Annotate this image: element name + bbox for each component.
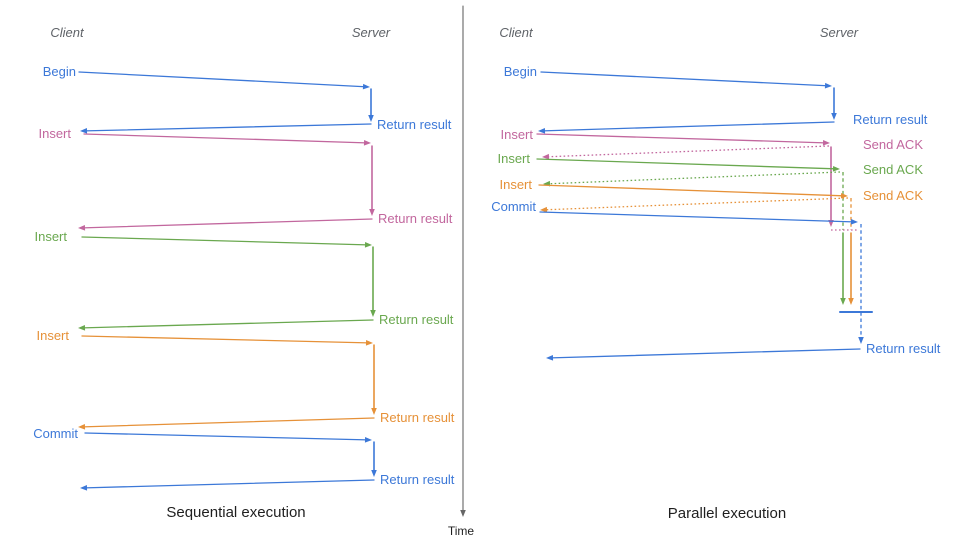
seq-insert2-request — [81, 236, 368, 246]
seq-begin-request — [78, 71, 366, 88]
par-insert1-request-arrowhead-icon — [822, 139, 830, 146]
seq-label-insert-2: Insert — [34, 229, 67, 244]
seq-commit-response — [84, 479, 375, 489]
seq-label-return-insert1: Return result — [378, 211, 453, 226]
seq-begin-response-arrowhead-icon — [80, 128, 88, 134]
par-label-ack-2: Send ACK — [863, 162, 923, 177]
par-insert1-ack — [546, 145, 830, 158]
seq-label-insert-3: Insert — [36, 328, 69, 343]
seq-begin-process-arrowhead-icon — [368, 115, 374, 122]
par-final-response-arrowhead-icon — [546, 355, 554, 361]
seq-label-return-insert2: Return result — [379, 312, 454, 327]
seq-commit-request — [84, 432, 368, 441]
par-insert2-ack — [547, 171, 841, 185]
seq-insert1-request — [83, 133, 367, 144]
par-commit-request-arrowhead-icon — [850, 218, 858, 225]
seq-insert3-request-arrowhead-icon — [365, 340, 373, 346]
par-label-insert-1: Insert — [500, 127, 533, 142]
par-label-ack-1: Send ACK — [863, 137, 923, 152]
par-insert3-request-arrowhead-icon — [840, 192, 848, 199]
seq-commit-process-arrowhead-icon — [371, 470, 377, 477]
par-begin-request-arrowhead-icon — [824, 82, 832, 89]
par-label-commit: Commit — [491, 199, 536, 214]
par-label-return-begin: Return result — [853, 112, 928, 127]
par-begin-response — [542, 121, 835, 132]
par-insert1-ack-arrowhead-icon — [542, 153, 550, 160]
seq-begin-response — [84, 123, 372, 132]
seq-insert2-response — [82, 319, 374, 329]
seq-insert2-response-arrowhead-icon — [78, 325, 86, 331]
par-server-header: Server — [819, 25, 859, 40]
seq-commit-response-arrowhead-icon — [80, 485, 88, 491]
parallel-caption: Parallel execution — [667, 505, 787, 522]
seq-commit-request-arrowhead-icon — [364, 437, 372, 443]
par-insert2-process-arrowhead-icon — [840, 298, 846, 305]
seq-client-header: Client — [50, 25, 84, 40]
par-insert3-request — [538, 184, 844, 197]
par-insert2-request — [536, 158, 836, 170]
sequential-caption: Sequential execution — [166, 504, 306, 521]
par-label-ack-3: Send ACK — [863, 188, 923, 203]
seq-label-return-commit: Return result — [380, 472, 455, 487]
par-commit-request — [539, 211, 854, 223]
par-begin-response-arrowhead-icon — [538, 127, 546, 134]
seq-label-begin: Begin — [43, 64, 76, 79]
seq-insert2-process-arrowhead-icon — [370, 310, 376, 317]
time-axis-arrowhead-icon — [460, 510, 466, 517]
seq-label-commit: Commit — [33, 426, 78, 441]
seq-server-header: Server — [351, 25, 391, 40]
par-final-response — [550, 348, 861, 359]
seq-insert2-request-arrowhead-icon — [364, 242, 372, 248]
par-begin-process-arrowhead-icon — [831, 113, 837, 120]
seq-label-return-begin: Return result — [377, 117, 452, 132]
seq-label-return-insert3: Return result — [380, 410, 455, 425]
seq-insert1-request-arrowhead-icon — [363, 139, 371, 146]
par-client-header: Client — [499, 25, 533, 40]
par-label-insert-2: Insert — [497, 151, 530, 166]
par-insert2-request-arrowhead-icon — [832, 165, 840, 172]
seq-insert1-response — [82, 218, 373, 229]
seq-label-insert-1: Insert — [38, 126, 71, 141]
seq-insert3-response — [82, 417, 375, 428]
seq-insert1-response-arrowhead-icon — [78, 224, 86, 231]
seq-insert3-process-arrowhead-icon — [371, 408, 377, 415]
par-insert3-process-arrowhead-icon — [848, 298, 854, 305]
par-label-insert-3: Insert — [499, 177, 532, 192]
par-label-return-commit: Return result — [866, 341, 941, 356]
par-label-begin: Begin — [504, 64, 537, 79]
seq-begin-request-arrowhead-icon — [362, 83, 370, 90]
seq-insert1-process-arrowhead-icon — [369, 209, 375, 216]
seq-insert3-response-arrowhead-icon — [78, 423, 86, 430]
par-commit-queue-arrowhead-icon — [858, 337, 864, 344]
par-insert1-request — [536, 133, 826, 144]
seq-insert3-request — [81, 335, 369, 344]
time-axis-label: Time — [447, 524, 475, 538]
par-insert3-ack-arrowhead-icon — [540, 206, 548, 213]
par-begin-request — [540, 71, 828, 87]
par-insert3-ack — [544, 197, 849, 211]
